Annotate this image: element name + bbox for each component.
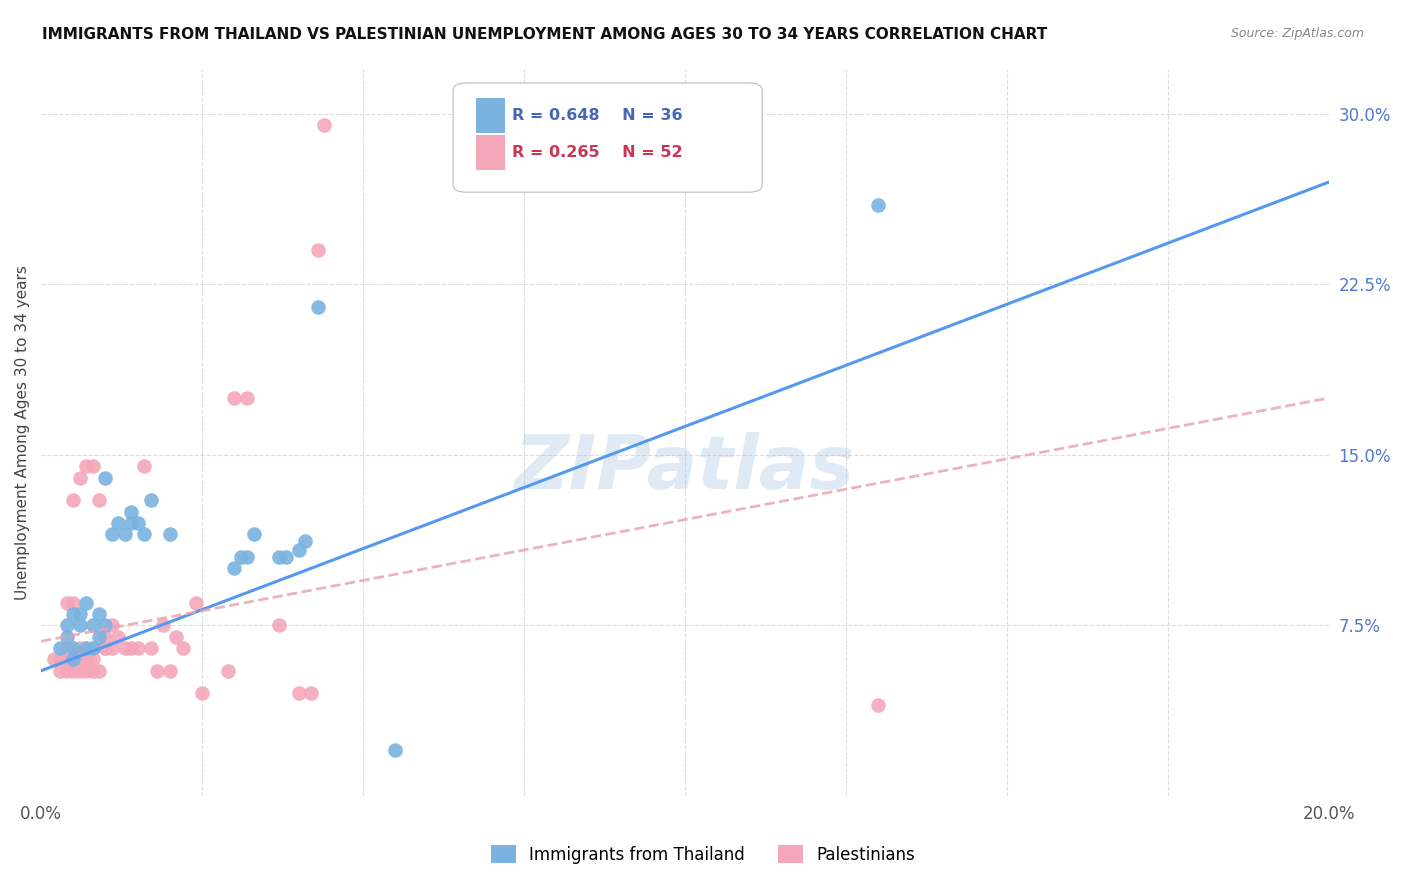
Point (87, 664, 110, 678)
Point (269, 618, 291, 632)
Point (56, 596, 79, 610)
Point (120, 516, 142, 530)
Point (107, 630, 129, 644)
Point (287, 686, 309, 700)
Point (69, 470, 91, 484)
Point (242, 527, 264, 541)
Point (75, 596, 97, 610)
Point (152, 618, 174, 632)
Point (62, 596, 84, 610)
FancyBboxPatch shape (477, 98, 505, 133)
Point (62, 493, 84, 508)
Point (62, 640, 84, 655)
Point (269, 550, 291, 565)
Point (866, 698, 889, 712)
Point (69, 664, 91, 678)
Point (75, 664, 97, 678)
Point (146, 664, 169, 678)
Point (62, 640, 84, 655)
Point (94, 630, 117, 644)
Point (229, 550, 252, 565)
Text: R = 0.648    N = 36: R = 0.648 N = 36 (512, 108, 683, 123)
Point (287, 543, 309, 558)
Point (114, 640, 136, 655)
Point (56, 630, 79, 644)
Point (82, 664, 104, 678)
Point (159, 664, 181, 678)
Point (217, 664, 239, 678)
Point (87, 493, 110, 508)
Point (42, 652, 65, 666)
Point (274, 550, 297, 565)
Point (56, 618, 79, 632)
Point (224, 561, 246, 575)
Point (75, 640, 97, 655)
Point (94, 618, 117, 632)
Point (75, 640, 97, 655)
Point (139, 493, 162, 508)
Text: R = 0.265    N = 52: R = 0.265 N = 52 (512, 145, 683, 160)
Text: Source: ZipAtlas.com: Source: ZipAtlas.com (1230, 27, 1364, 40)
Point (82, 618, 104, 632)
Point (82, 459, 104, 474)
Legend: Immigrants from Thailand, Palestinians: Immigrants from Thailand, Palestinians (484, 838, 922, 871)
Point (87, 607, 110, 621)
Point (94, 640, 117, 655)
Point (62, 607, 84, 621)
Point (236, 550, 259, 565)
Point (75, 459, 97, 474)
Point (62, 652, 84, 666)
Point (384, 743, 406, 757)
Point (307, 244, 329, 258)
Point (224, 391, 246, 405)
FancyBboxPatch shape (477, 135, 505, 169)
Point (69, 640, 91, 655)
Point (49, 664, 72, 678)
Point (101, 640, 124, 655)
Point (62, 652, 84, 666)
Point (62, 664, 84, 678)
Point (139, 640, 162, 655)
Point (120, 640, 142, 655)
Point (94, 470, 117, 484)
Point (56, 640, 79, 655)
Point (165, 630, 187, 644)
Point (82, 640, 104, 655)
Y-axis label: Unemployment Among Ages 30 to 34 years: Unemployment Among Ages 30 to 34 years (15, 265, 30, 599)
Point (56, 664, 79, 678)
Text: IMMIGRANTS FROM THAILAND VS PALESTINIAN UNEMPLOYMENT AMONG AGES 30 TO 34 YEARS C: IMMIGRANTS FROM THAILAND VS PALESTINIAN … (42, 27, 1047, 42)
Point (82, 652, 104, 666)
Point (184, 596, 207, 610)
Point (132, 527, 155, 541)
Point (114, 527, 136, 541)
Point (307, 300, 329, 314)
FancyBboxPatch shape (453, 83, 762, 192)
Point (127, 516, 149, 530)
Point (301, 686, 323, 700)
Point (107, 516, 129, 530)
Point (56, 652, 79, 666)
Point (159, 527, 181, 541)
Point (236, 391, 259, 405)
Point (172, 640, 194, 655)
Point (101, 527, 124, 541)
Point (82, 640, 104, 655)
Point (49, 652, 72, 666)
Point (132, 459, 155, 474)
Text: ZIPatlas: ZIPatlas (515, 432, 855, 505)
Point (94, 640, 117, 655)
Point (75, 652, 97, 666)
Point (127, 640, 149, 655)
Point (49, 640, 72, 655)
Point (120, 505, 142, 519)
Point (866, 198, 889, 212)
Point (191, 686, 214, 700)
Point (69, 618, 91, 632)
Point (69, 652, 91, 666)
Point (294, 534, 316, 549)
Point (69, 607, 91, 621)
Point (314, 119, 336, 133)
Point (87, 630, 110, 644)
Point (101, 618, 124, 632)
